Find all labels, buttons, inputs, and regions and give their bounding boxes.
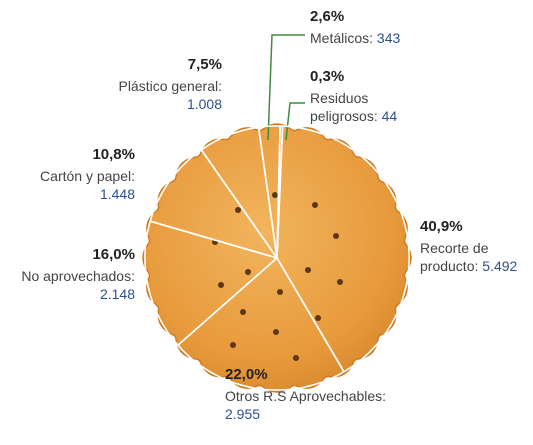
percent-label: 2,6% <box>310 8 345 25</box>
slice-label: 2,6% Metálicos: 343 <box>310 8 510 47</box>
pie-slice <box>276 125 410 373</box>
label-text: Recorte de producto: 5.492 <box>420 239 525 275</box>
percent-label: 16,0% <box>92 246 135 263</box>
category-name: Metálicos: <box>310 30 374 46</box>
pie-slice <box>200 126 278 259</box>
label-text: Metálicos: 343 <box>310 29 510 47</box>
pie-slice <box>144 220 279 347</box>
percent-label: 22,0% <box>225 366 268 383</box>
pie-slice <box>176 256 346 391</box>
percent-label: 0,3% <box>310 68 345 85</box>
label-text: Cartón y papel: 1.448 <box>25 167 135 203</box>
count-label: 343 <box>376 30 401 46</box>
slice-label: 0,3% Residuos peligrosos: 44 <box>310 68 420 125</box>
label-text: Otros R.S Aprovechables: 2.955 <box>225 387 410 423</box>
slice-label: 22,0% Otros R.S Aprovechables: 2.955 <box>225 366 410 423</box>
category-name: Cartón y papel: <box>40 168 135 184</box>
percent-label: 7,5% <box>187 56 222 73</box>
count-label: 44 <box>381 108 398 124</box>
percent-label: 40,9% <box>420 218 463 235</box>
pie-slice <box>149 148 279 260</box>
slice-label: 40,9% Recorte de producto: 5.492 <box>420 218 525 275</box>
count-label: 2.955 <box>225 406 261 422</box>
category-name: No aprovechados: <box>21 268 135 284</box>
category-name: Recorte de producto: <box>420 240 489 274</box>
cookie-holes <box>212 192 343 361</box>
leader-lines <box>267 34 305 141</box>
count-label: 5.492 <box>482 258 518 274</box>
category-name: Otros R.S Aprovechables: <box>225 388 387 404</box>
label-text: Plástico general: 1.008 <box>100 77 222 113</box>
label-text: Residuos peligrosos: 44 <box>310 89 420 125</box>
label-text: No aprovechados: 2.148 <box>5 267 135 303</box>
count-label: 2.148 <box>99 286 135 302</box>
percent-label: 10,8% <box>92 146 135 163</box>
category-name: Plástico general: <box>118 78 222 94</box>
count-label: 1.008 <box>186 96 222 112</box>
slice-label: 16,0% No aprovechados: 2.148 <box>5 246 135 303</box>
slice-label: 7,5% Plástico general: 1.008 <box>100 56 222 113</box>
slice-label: 10,8% Cartón y papel: 1.448 <box>25 146 135 203</box>
category-name: Residuos peligrosos: <box>310 90 378 124</box>
count-label: 1.448 <box>99 186 135 202</box>
